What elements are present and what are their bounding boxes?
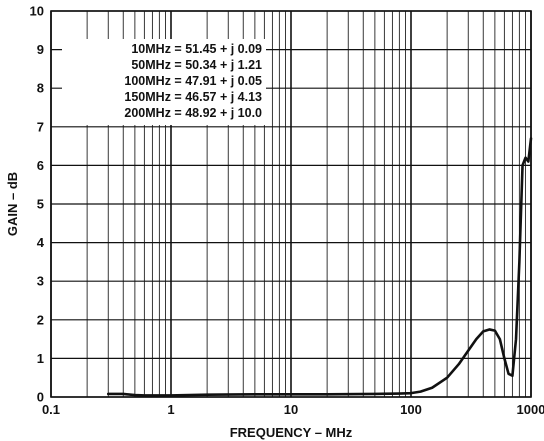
x-tick-label: 10 xyxy=(284,402,298,417)
y-tick-label: 0 xyxy=(37,390,44,405)
x-tick-labels: 0.1 1 10 100 1000 xyxy=(42,402,544,417)
y-tick-label: 3 xyxy=(37,274,44,289)
x-tick-label: 100 xyxy=(400,402,422,417)
x-tick-label: 1000 xyxy=(517,402,544,417)
annotation-line: 200MHz = 48.92 + j 10.0 xyxy=(124,106,262,120)
y-tick-label: 4 xyxy=(37,235,45,250)
y-tick-label: 5 xyxy=(37,197,44,212)
gain-series-line xyxy=(106,137,533,397)
y-tick-label: 10 xyxy=(30,4,44,19)
y-tick-label: 2 xyxy=(37,312,44,327)
annotation-background xyxy=(62,39,266,125)
y-tick-label: 9 xyxy=(37,42,44,57)
annotation-line: 150MHz = 46.57 + j 4.13 xyxy=(124,90,262,104)
annotation-line: 50MHz = 50.34 + j 1.21 xyxy=(131,58,262,72)
annotation-line: 10MHz = 51.45 + j 0.09 xyxy=(131,42,262,56)
annotation-line: 100MHz = 47.91 + j 0.05 xyxy=(124,74,262,88)
plot-frame xyxy=(50,10,532,398)
impedance-annotation-box: 10MHz = 51.45 + j 0.09 50MHz = 50.34 + j… xyxy=(62,39,266,125)
x-tick-label: 1 xyxy=(167,402,174,417)
y-tick-label: 1 xyxy=(37,351,44,366)
y-tick-label: 6 xyxy=(37,158,44,173)
y-axis-label: GAIN – dB xyxy=(5,172,20,236)
series-layer xyxy=(106,137,533,397)
x-tick-label: 0.1 xyxy=(42,402,60,417)
y-tick-label: 8 xyxy=(37,81,44,96)
x-axis-label: FREQUENCY – MHz xyxy=(230,425,353,440)
y-tick-label: 7 xyxy=(37,119,44,134)
y-tick-labels: 0 1 2 3 4 5 6 7 8 9 10 xyxy=(30,4,45,405)
